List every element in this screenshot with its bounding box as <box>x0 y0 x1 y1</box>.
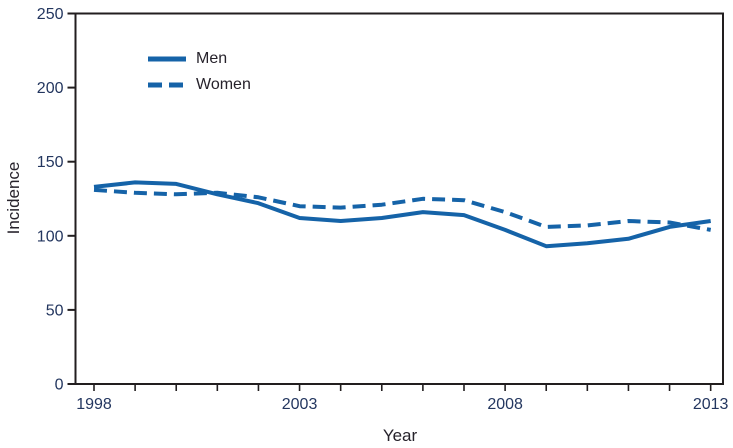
x-axis-tick-label: 2003 <box>282 396 318 413</box>
x-axis-tick-label: 1998 <box>76 396 112 413</box>
y-axis-tick-label: 100 <box>37 228 64 245</box>
x-axis-tick-label: 2008 <box>487 396 523 413</box>
legend-label-men: Men <box>196 50 228 67</box>
chart-legend: Men Women <box>147 49 251 95</box>
series-line-men <box>93 180 711 249</box>
legend-item-men: Men <box>147 49 251 69</box>
series-line-women <box>93 187 712 232</box>
y-axis-tick-label: 150 <box>37 154 64 171</box>
men-solid-line-swatch <box>148 56 186 62</box>
x-axis-title: Year <box>382 426 418 445</box>
y-axis-tick-label: 0 <box>55 377 64 394</box>
legend-label-women: Women <box>196 76 251 93</box>
women-dashed-line-swatch <box>148 82 186 88</box>
y-axis-title: Incidence <box>4 161 23 235</box>
plot-frame <box>74 12 724 385</box>
legend-item-women: Women <box>147 75 251 95</box>
y-axis-tick-label: 250 <box>37 6 64 23</box>
y-axis-tick-label: 200 <box>37 80 64 97</box>
y-axis-tick-label: 50 <box>46 302 64 319</box>
x-axis-tick-label: 2013 <box>693 396 729 413</box>
